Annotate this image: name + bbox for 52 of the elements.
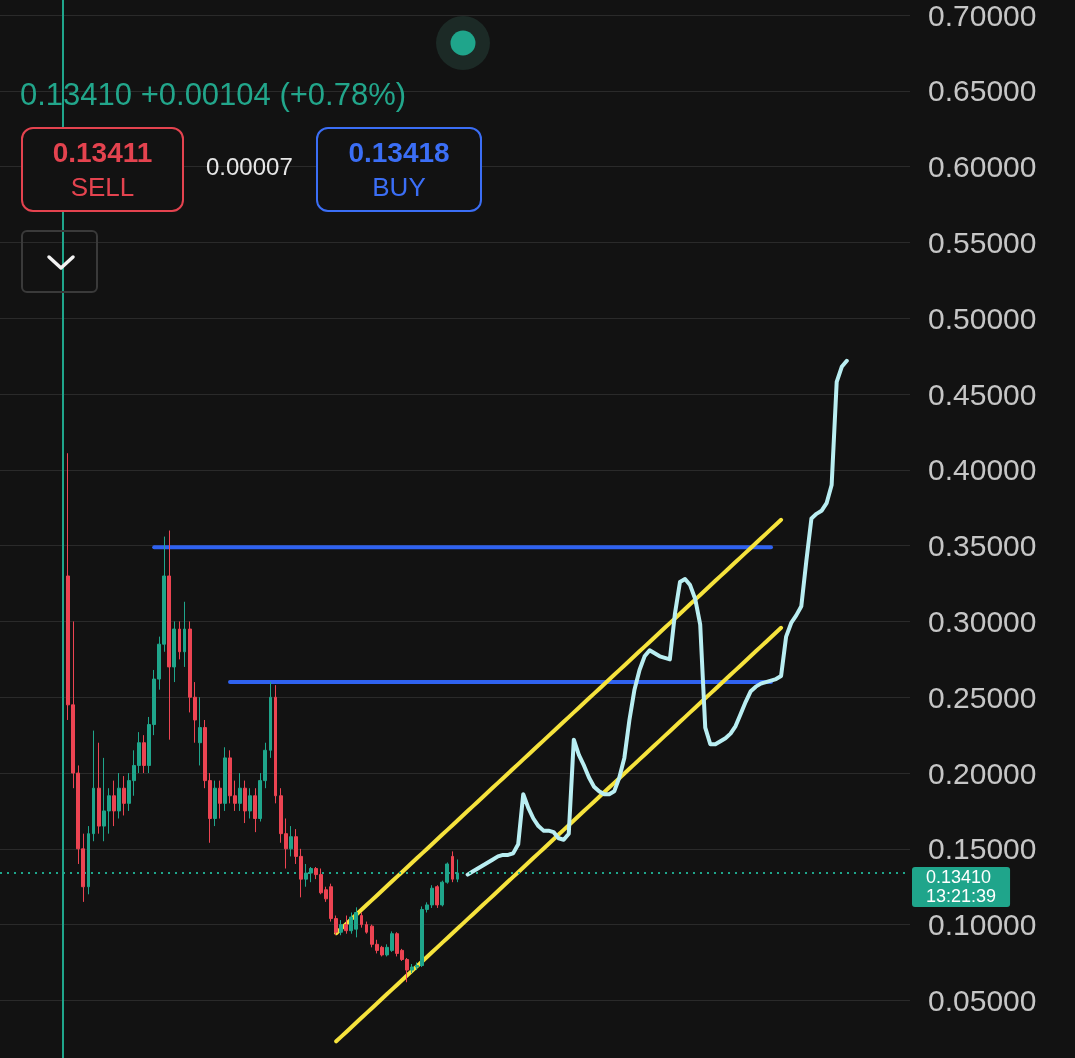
- buy-button: 0.13418 BUY: [316, 127, 482, 212]
- candlestick: [97, 742, 101, 835]
- candlestick: [269, 681, 272, 759]
- annotation: SELL: [70, 170, 135, 204]
- y-tick-label: 0.10000: [928, 908, 1037, 942]
- candlestick: [178, 620, 181, 660]
- candlestick: [223, 746, 227, 812]
- sell-button: 0.13411 SELL: [21, 127, 184, 212]
- y-tick-label: 0.30000: [928, 604, 1037, 638]
- line-series: [334, 625, 784, 1044]
- annotation: BUY: [372, 170, 426, 204]
- annotation: 0.00007: [206, 152, 293, 182]
- candlestick: [253, 787, 257, 833]
- y-tick-label: 0.05000: [928, 983, 1037, 1017]
- candlestick: [451, 850, 454, 883]
- annotation: 0.13418: [348, 135, 450, 170]
- candlestick: [213, 780, 217, 827]
- candlestick: [289, 825, 293, 857]
- annotation: 0.13411: [52, 135, 153, 170]
- candlestick: [435, 884, 439, 909]
- candlestick: [243, 780, 247, 824]
- candlestick: [238, 772, 242, 812]
- y-tick-label: 0.50000: [928, 301, 1037, 335]
- y-tick-label: 0.45000: [928, 377, 1037, 411]
- y-tick-label: 0.65000: [928, 74, 1037, 108]
- candlestick: [344, 915, 348, 935]
- line-series: [334, 517, 784, 936]
- candlestick: [183, 601, 186, 668]
- candlestick: [274, 684, 277, 804]
- candlestick: [172, 620, 176, 683]
- y-tick-label: 0.40000: [928, 453, 1037, 487]
- candlestick: [218, 780, 222, 820]
- candlestick: [248, 787, 252, 820]
- candlestick: [339, 919, 343, 936]
- y-tick-label: 0.35000: [928, 529, 1037, 563]
- candlestick: [167, 530, 171, 741]
- candlestick: [365, 921, 368, 935]
- y-tick-label: 0.70000: [928, 0, 1037, 32]
- candlestick: [198, 696, 202, 766]
- line-series: [465, 358, 849, 877]
- y-tick-label: 0.20000: [928, 756, 1037, 790]
- candlestick: [360, 911, 363, 929]
- y-tick-label: 0.55000: [928, 226, 1037, 260]
- candlestick: [112, 780, 116, 827]
- candlestick: [92, 730, 95, 842]
- candlestick: [142, 734, 146, 774]
- candlestick: [122, 775, 126, 816]
- y-tick-label: 0.25000: [928, 680, 1037, 714]
- y-tick-label: 0.60000: [928, 150, 1037, 184]
- candlestick: [117, 772, 121, 820]
- ref-line-label: 0.13410 13:21:39: [926, 867, 997, 907]
- y-tick-label: 0.15000: [928, 832, 1037, 866]
